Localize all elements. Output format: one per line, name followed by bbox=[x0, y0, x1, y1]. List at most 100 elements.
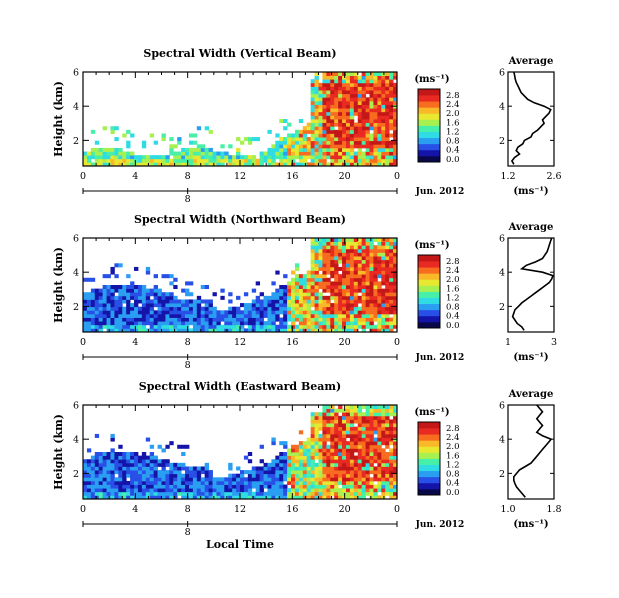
heatmap-cell bbox=[130, 462, 135, 467]
heatmap-cell bbox=[361, 328, 367, 333]
heatmap-cell bbox=[294, 459, 300, 464]
heatmap-cell bbox=[200, 285, 206, 290]
heatmap-cell bbox=[298, 491, 304, 496]
heatmap-cell bbox=[357, 415, 363, 420]
x-tick-label: 0 bbox=[394, 171, 400, 182]
heatmap-cell bbox=[318, 108, 323, 113]
heatmap-cell bbox=[381, 270, 386, 275]
heatmap-cell bbox=[169, 303, 174, 308]
heatmap-cell bbox=[271, 306, 276, 311]
heatmap-cell bbox=[314, 495, 319, 500]
heatmap-cell bbox=[173, 155, 178, 160]
heatmap-cell bbox=[141, 288, 147, 293]
heatmap-cell bbox=[94, 462, 100, 467]
colorbar-tick-label: 0.4 bbox=[446, 479, 460, 489]
heatmap-cell bbox=[126, 274, 131, 279]
heatmap-cell bbox=[361, 104, 367, 109]
heatmap-cell bbox=[322, 86, 327, 91]
heatmap-cell bbox=[294, 266, 300, 271]
profile-y-tick-label: 6 bbox=[499, 234, 505, 245]
heatmap-cell bbox=[314, 137, 319, 142]
heatmap-cell bbox=[302, 448, 308, 453]
heatmap-cell bbox=[389, 238, 394, 243]
heatmap-cell bbox=[365, 281, 370, 286]
heatmap-cell bbox=[385, 328, 390, 333]
heatmap-cell bbox=[102, 292, 107, 297]
heatmap-cell bbox=[177, 137, 182, 142]
heatmap-cell bbox=[275, 328, 280, 333]
heatmap-cell bbox=[389, 151, 394, 156]
heatmap-cell bbox=[94, 477, 100, 482]
heatmap-cell bbox=[377, 252, 382, 257]
heatmap-cell bbox=[353, 488, 359, 493]
heatmap-cell bbox=[318, 241, 323, 246]
heatmap-cell bbox=[196, 144, 202, 149]
heatmap-cell bbox=[228, 477, 233, 482]
heatmap-cell bbox=[114, 147, 119, 152]
profile-frame bbox=[507, 404, 555, 500]
heatmap-cell bbox=[122, 455, 127, 460]
heatmap-cell bbox=[283, 459, 288, 464]
profile-y-tick-label: 4 bbox=[499, 268, 505, 279]
colorbar-frame bbox=[417, 254, 441, 329]
heatmap-cell bbox=[102, 480, 107, 485]
heatmap-cell bbox=[122, 155, 127, 160]
heatmap-cell bbox=[361, 119, 367, 124]
colorbar-tick-label: 2.8 bbox=[446, 424, 460, 434]
heatmap-cell bbox=[130, 455, 135, 460]
heatmap-cell bbox=[353, 477, 359, 482]
heatmap-cell bbox=[314, 111, 319, 116]
heatmap-cell bbox=[275, 459, 280, 464]
heatmap-cell bbox=[294, 495, 300, 500]
heatmap-cell bbox=[102, 324, 107, 329]
heatmap-cell bbox=[361, 248, 367, 253]
heatmap-cell bbox=[173, 306, 178, 311]
heatmap-cell bbox=[365, 90, 370, 95]
heatmap-cell bbox=[259, 292, 264, 297]
heatmap-cell bbox=[393, 415, 398, 420]
heatmap-cell bbox=[83, 155, 88, 160]
heatmap-cell bbox=[110, 437, 115, 442]
heatmap-cell bbox=[353, 129, 359, 134]
heatmap-cell bbox=[122, 470, 127, 475]
heatmap-cell bbox=[373, 415, 378, 420]
heatmap-cell bbox=[385, 155, 390, 160]
heatmap-cell bbox=[157, 488, 162, 493]
heatmap-cell bbox=[161, 462, 166, 467]
heatmap-cell bbox=[385, 452, 390, 457]
heatmap-cell bbox=[330, 313, 335, 318]
heatmap-cell bbox=[275, 473, 280, 478]
heatmap-cell bbox=[212, 310, 217, 315]
heatmap-cell bbox=[291, 321, 296, 326]
heatmap-cell bbox=[314, 155, 319, 160]
heatmap-cell bbox=[102, 147, 107, 152]
heatmap-cell bbox=[377, 295, 382, 300]
heatmap-cell bbox=[389, 441, 394, 446]
heatmap-cell bbox=[271, 151, 276, 156]
heatmap-cell bbox=[342, 466, 347, 471]
heatmap-cell bbox=[389, 140, 394, 145]
heatmap-cell bbox=[326, 473, 331, 478]
heatmap-cell bbox=[334, 93, 339, 98]
heatmap-cell bbox=[361, 155, 367, 160]
heatmap-cell bbox=[232, 317, 237, 322]
heatmap-cell bbox=[291, 133, 296, 138]
heatmap-cell bbox=[338, 86, 343, 91]
heatmap-cell bbox=[94, 162, 100, 167]
heatmap-cell bbox=[267, 470, 272, 475]
heatmap-cell bbox=[137, 473, 143, 478]
heatmap-cell bbox=[334, 415, 339, 420]
heatmap-cell bbox=[365, 270, 370, 275]
heatmap-cell bbox=[86, 321, 92, 326]
heatmap-cell bbox=[188, 473, 194, 478]
heatmap-cell bbox=[353, 321, 359, 326]
heatmap-cell bbox=[204, 484, 210, 489]
colorbar-swatch bbox=[418, 255, 440, 262]
heatmap-cell bbox=[279, 484, 284, 489]
heatmap-cell bbox=[393, 151, 398, 156]
heatmap-cell bbox=[393, 137, 398, 142]
heatmap-cell bbox=[134, 162, 139, 167]
profile-y-tick-label: 2 bbox=[499, 302, 505, 313]
x-tick-label: 16 bbox=[286, 171, 298, 182]
heatmap-cell bbox=[330, 162, 335, 167]
